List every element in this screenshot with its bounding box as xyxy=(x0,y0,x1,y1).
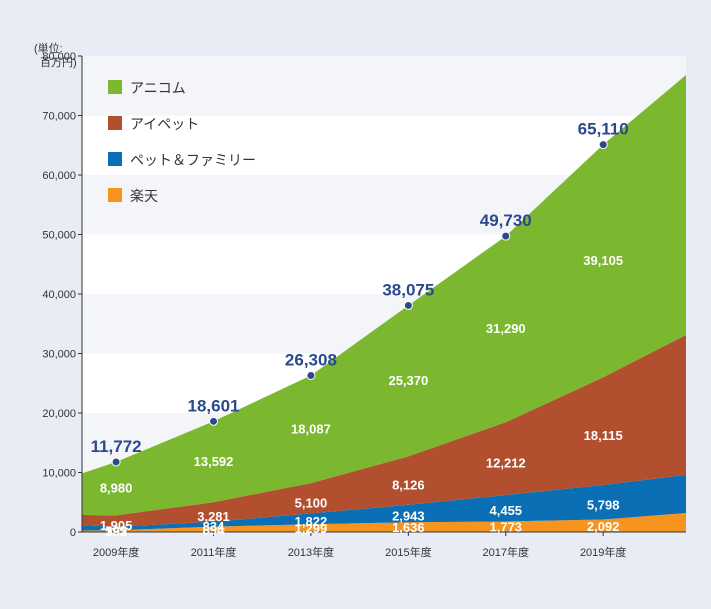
legend-label: ペット＆ファミリー xyxy=(130,152,256,168)
value-label-series-4: 8,980 xyxy=(100,481,133,496)
x-tick-label: 2013年度 xyxy=(288,545,334,559)
value-label-series-4: 39,105 xyxy=(583,253,623,268)
area-4 xyxy=(82,75,686,516)
x-tick-label: 2015年度 xyxy=(385,545,431,559)
total-label: 38,075 xyxy=(382,280,434,299)
legend-label: 楽天 xyxy=(130,188,158,204)
y-tick-label: 80,000 xyxy=(42,51,76,63)
y-tick-label: 60,000 xyxy=(42,170,76,182)
legend-swatch xyxy=(108,188,122,202)
area-1 xyxy=(82,512,686,532)
area-2 xyxy=(82,474,686,531)
value-label-series-4: 31,290 xyxy=(486,321,526,336)
value-label-series-3: 18,115 xyxy=(584,428,623,443)
area-3 xyxy=(82,335,686,527)
value-label-series-2: 834 xyxy=(203,519,225,534)
value-label-series-2: 1,822 xyxy=(295,514,328,529)
total-marker xyxy=(598,140,608,150)
legend-swatch xyxy=(108,116,122,130)
y-tick-label: 40,000 xyxy=(42,289,76,301)
y-tick-label: 70,000 xyxy=(42,111,76,123)
value-label-series-1: 1,299 xyxy=(295,521,328,536)
total-marker xyxy=(403,300,413,310)
value-label-series-2: 595 xyxy=(105,523,127,538)
total-label: 26,308 xyxy=(285,350,337,369)
legend-swatch xyxy=(108,80,122,94)
value-label-series-2: 5,798 xyxy=(587,497,620,512)
value-label-series-4: 18,087 xyxy=(291,421,331,436)
unit-label-line2: 百万円) xyxy=(40,57,77,69)
value-label-series-3: 5,100 xyxy=(295,495,328,510)
total-label: 65,110 xyxy=(578,120,629,139)
total-marker xyxy=(209,416,219,426)
value-label-series-2: 4,455 xyxy=(490,503,523,518)
value-label-series-4: 25,370 xyxy=(388,373,428,388)
total-label: 11,772 xyxy=(91,437,142,456)
x-tick-label: 2011年度 xyxy=(191,545,237,559)
unit-label-line1: (単位: xyxy=(34,41,63,55)
x-tick-label: 2009年度 xyxy=(93,545,139,559)
value-label-series-2: 2,943 xyxy=(392,509,425,524)
value-label-series-1: 292 xyxy=(105,524,127,539)
total-label: 49,730 xyxy=(480,211,532,230)
value-label-series-1: 894 xyxy=(203,522,225,537)
value-label-series-3: 8,126 xyxy=(392,478,425,493)
x-tick-label: 2019年度 xyxy=(580,545,626,559)
value-label-series-3: 1,905 xyxy=(100,518,133,533)
y-tick-label: 30,000 xyxy=(42,349,76,361)
x-tick-label: 2017年度 xyxy=(483,545,529,559)
value-label-series-3: 3,281 xyxy=(197,509,230,524)
legend-label: アイペット xyxy=(130,116,199,132)
value-label-series-1: 2,092 xyxy=(587,519,620,534)
total-marker xyxy=(501,231,511,241)
value-label-series-3: 12,212 xyxy=(486,456,526,471)
total-label: 18,601 xyxy=(188,396,240,415)
total-marker xyxy=(111,457,121,467)
y-tick-label: 50,000 xyxy=(42,230,76,242)
y-tick-label: 10,000 xyxy=(42,468,76,480)
total-marker xyxy=(306,370,316,380)
value-label-series-1: 1,636 xyxy=(392,520,425,535)
legend-swatch xyxy=(108,152,122,166)
y-tick-label: 20,000 xyxy=(42,408,76,420)
legend-label: アニコム xyxy=(130,80,186,96)
value-label-series-1: 1,773 xyxy=(490,520,523,535)
value-label-series-4: 13,592 xyxy=(194,454,234,469)
y-tick-label: 0 xyxy=(70,527,76,539)
